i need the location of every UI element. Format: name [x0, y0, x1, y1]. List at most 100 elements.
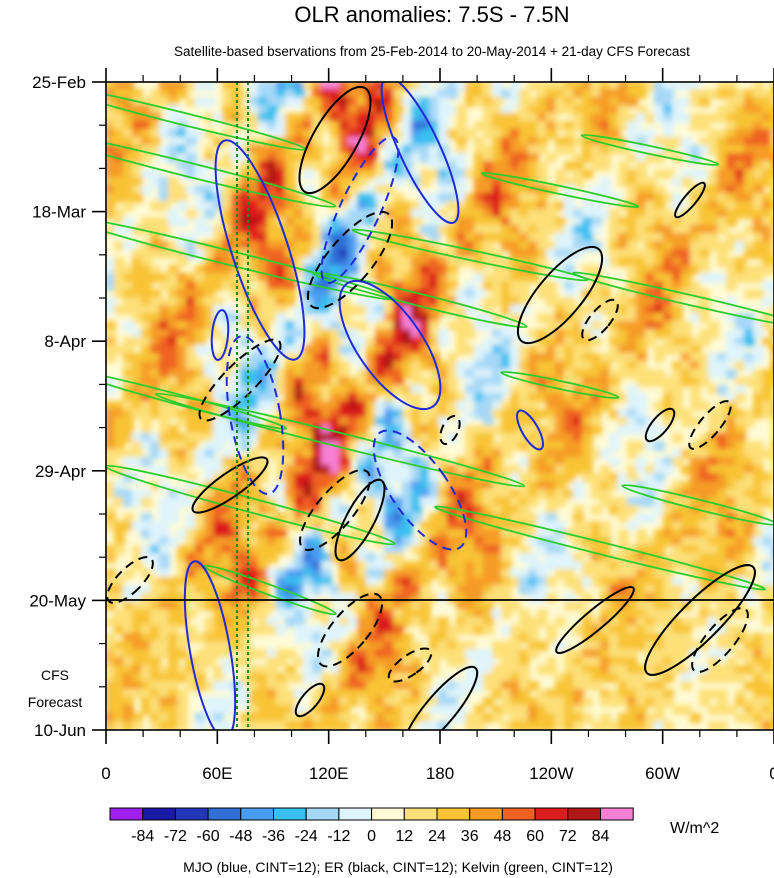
heatmap-cell — [339, 305, 350, 315]
heatmap-cell — [303, 209, 314, 219]
heatmap-cell — [645, 297, 656, 307]
heatmap-cell — [186, 241, 197, 251]
heatmap-cell — [294, 321, 305, 331]
heatmap-cell — [555, 561, 566, 571]
heatmap-cell — [429, 265, 440, 275]
heatmap-cell — [609, 481, 620, 491]
heatmap-cell — [312, 313, 323, 323]
heatmap-cell — [213, 545, 224, 555]
heatmap-cell — [213, 297, 224, 307]
heatmap-cell — [447, 353, 458, 363]
heatmap-cell — [357, 569, 368, 579]
heatmap-cell — [465, 713, 476, 723]
heatmap-cell — [348, 417, 359, 427]
heatmap-cell — [744, 641, 755, 651]
heatmap-cell — [744, 593, 755, 603]
heatmap-cell — [465, 409, 476, 419]
heatmap-cell — [609, 633, 620, 643]
heatmap-cell — [186, 185, 197, 195]
heatmap-cell — [249, 257, 260, 267]
heatmap-cell — [582, 121, 593, 131]
heatmap-cell — [456, 577, 467, 587]
heatmap-cell — [645, 337, 656, 347]
heatmap-cell — [771, 217, 774, 227]
heatmap-cell — [159, 273, 170, 283]
heatmap-cell — [303, 721, 314, 730]
heatmap-cell — [114, 713, 125, 723]
heatmap-cell — [267, 169, 278, 179]
heatmap-cell — [249, 89, 260, 99]
heatmap-cell — [501, 641, 512, 651]
heatmap-cell — [690, 257, 701, 267]
heatmap-cell — [258, 689, 269, 699]
heatmap-cell — [456, 513, 467, 523]
heatmap-cell — [357, 529, 368, 539]
heatmap-cell — [321, 305, 332, 315]
heatmap-cell — [222, 273, 233, 283]
heatmap-cell — [150, 273, 161, 283]
heatmap-cell — [501, 201, 512, 211]
heatmap-cell — [429, 273, 440, 283]
heatmap-cell — [771, 633, 774, 643]
heatmap-cell — [447, 249, 458, 259]
heatmap-cell — [303, 105, 314, 115]
heatmap-cell — [447, 265, 458, 275]
heatmap-cell — [708, 209, 719, 219]
heatmap-cell — [106, 89, 116, 99]
heatmap-cell — [123, 121, 134, 131]
heatmap-cell — [528, 177, 539, 187]
heatmap-cell — [276, 465, 287, 475]
heatmap-cell — [636, 561, 647, 571]
heatmap-cell — [106, 513, 116, 523]
heatmap-cell — [501, 225, 512, 235]
heatmap-cell — [330, 153, 341, 163]
heatmap-cell — [582, 233, 593, 243]
heatmap-cell — [420, 177, 431, 187]
heatmap-cell — [672, 529, 683, 539]
heatmap-cell — [321, 561, 332, 571]
heatmap-cell — [366, 121, 377, 131]
heatmap-cell — [735, 417, 746, 427]
heatmap-cell — [375, 289, 386, 299]
heatmap-cell — [168, 433, 179, 443]
heatmap-cell — [753, 121, 764, 131]
heatmap-cell — [717, 177, 728, 187]
heatmap-cell — [546, 249, 557, 259]
heatmap-cell — [762, 697, 773, 707]
heatmap-cell — [375, 697, 386, 707]
heatmap-cell — [771, 505, 774, 515]
heatmap-cell — [483, 177, 494, 187]
heatmap-cell — [582, 97, 593, 107]
heatmap-cell — [213, 697, 224, 707]
heatmap-cell — [384, 353, 395, 363]
heatmap-cell — [654, 241, 665, 251]
heatmap-cell — [132, 105, 143, 115]
heatmap-cell — [141, 585, 152, 595]
heatmap-cell — [456, 545, 467, 555]
heatmap-cell — [222, 281, 233, 291]
heatmap-cell — [546, 313, 557, 323]
heatmap-cell — [555, 369, 566, 379]
heatmap-cell — [339, 577, 350, 587]
heatmap-cell — [609, 137, 620, 147]
heatmap-cell — [222, 82, 233, 91]
heatmap-cell — [330, 537, 341, 547]
heatmap-cell — [528, 82, 539, 91]
heatmap-cell — [564, 489, 575, 499]
heatmap-cell — [618, 113, 629, 123]
heatmap-cell — [582, 449, 593, 459]
heatmap-cell — [294, 625, 305, 635]
heatmap-cell — [294, 441, 305, 451]
heatmap-cell — [582, 457, 593, 467]
heatmap-cell — [744, 545, 755, 555]
heatmap-cell — [447, 489, 458, 499]
heatmap-cell — [384, 649, 395, 659]
heatmap-cell — [339, 297, 350, 307]
heatmap-cell — [366, 569, 377, 579]
heatmap-cell — [474, 401, 485, 411]
heatmap-cell — [357, 257, 368, 267]
heatmap-cell — [456, 521, 467, 531]
heatmap-cell — [258, 321, 269, 331]
heatmap-cell — [537, 409, 548, 419]
heatmap-cell — [555, 82, 566, 91]
